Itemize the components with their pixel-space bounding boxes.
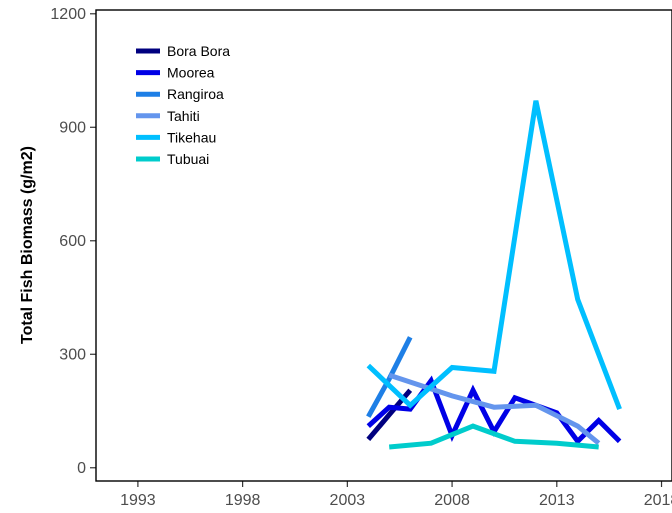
x-tick-label: 1993: [120, 492, 156, 509]
legend: Bora Bora Moorea Rangiroa Tahiti Tikehau Tubu…: [136, 43, 230, 167]
x-tick-label: 2003: [330, 492, 366, 509]
x-tick-label: 2008: [434, 492, 470, 509]
x-tick-label: 2013: [539, 492, 575, 509]
series-line-tubuai: [388, 423, 599, 450]
legend-label: Rangiroa: [167, 86, 224, 102]
plot-panel: [95, 9, 672, 482]
series-line-rangiroa: [366, 336, 413, 418]
legend-label: Bora Bora: [167, 43, 230, 59]
legend-label: Tubuai: [167, 151, 209, 167]
series-line-tikehau: [366, 100, 622, 410]
legend-label: Moorea: [167, 65, 215, 81]
y-tick-label: 600: [59, 233, 86, 250]
y-tick-label: 900: [59, 119, 86, 136]
series-lines: [366, 100, 622, 450]
y-tick-label: 0: [77, 460, 86, 477]
y-axis: 0 300 600 900 1200: [50, 6, 96, 477]
x-axis: 1993 1998 2003 2008 2013 2018: [120, 481, 672, 509]
legend-label: Tahiti: [167, 108, 200, 124]
x-tick-label: 1998: [225, 492, 261, 509]
series-line-tahiti: [388, 372, 601, 446]
y-tick-label: 300: [59, 346, 86, 363]
x-tick-label: 2018: [644, 492, 672, 509]
y-tick-label: 1200: [50, 6, 86, 23]
y-axis-title: Total Fish Biomass (g/m2): [19, 146, 36, 344]
legend-label: Tikehau: [167, 129, 216, 145]
